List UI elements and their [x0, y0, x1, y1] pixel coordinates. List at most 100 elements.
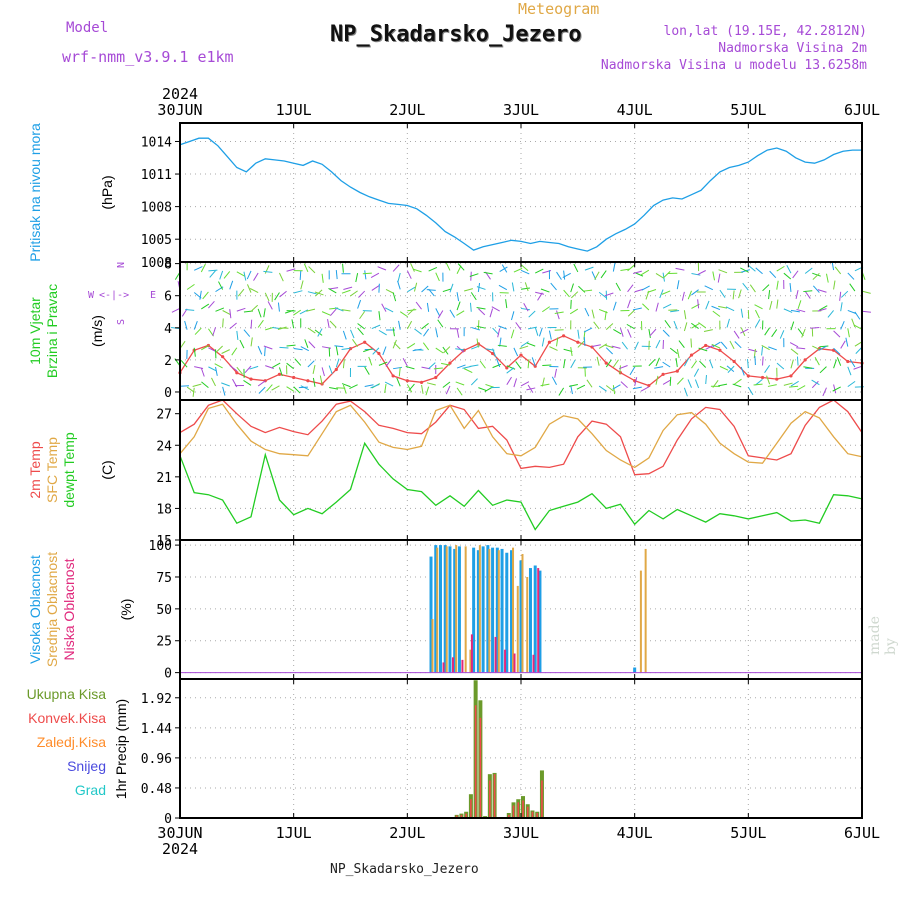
- wind-arrow: [786, 264, 792, 274]
- wind-arrow: [797, 385, 806, 391]
- wind-arrow: [705, 300, 710, 310]
- wind-speed-point: [221, 355, 225, 359]
- wind-arrow: [437, 310, 444, 319]
- wind-arrow: [840, 340, 846, 349]
- wind-arrow: [691, 289, 699, 296]
- wind-arrow: [845, 337, 849, 347]
- wind-speed-point: [334, 367, 338, 372]
- wind-arrow: [392, 339, 397, 349]
- y-tick-label: 0.96: [141, 752, 172, 767]
- wind-speed-point: [775, 377, 779, 381]
- wind-arrow: [783, 308, 793, 313]
- cloud-bar: [504, 649, 507, 673]
- wind-arrow: [471, 326, 481, 331]
- wind-arrow: [847, 272, 855, 280]
- altitude-label: Nadmorska Visina 2m: [718, 41, 867, 56]
- wind-arrow: [257, 345, 263, 355]
- wind-arrow: [426, 302, 430, 312]
- wind-arrow: [266, 384, 273, 392]
- wind-arrow: [442, 288, 452, 293]
- wind-arrow: [577, 329, 580, 339]
- wind-arrow: [853, 365, 863, 370]
- wind-arrow: [329, 287, 339, 290]
- wind-arrow: [814, 357, 820, 366]
- wind-speed-point: [377, 351, 381, 356]
- wind-speed-point: [846, 359, 850, 364]
- temp-line-0: [179, 399, 863, 476]
- wind-arrow: [397, 280, 401, 290]
- cloud-bar: [500, 548, 504, 673]
- wind-speed-point: [419, 380, 424, 384]
- wind-arrow: [186, 386, 195, 393]
- wind-arrow: [790, 309, 800, 313]
- wind-arrow: [243, 380, 252, 386]
- y-tick-label: 15: [156, 534, 172, 549]
- wind-arrow: [392, 327, 395, 337]
- wind-arrow: [659, 289, 664, 299]
- wind-arrow: [272, 362, 281, 368]
- wind-arrow: [600, 270, 607, 279]
- y-tick-label: 4: [164, 322, 172, 337]
- cloud-bar: [512, 547, 515, 673]
- wind-arrow: [249, 365, 259, 370]
- wind-arrow: [321, 311, 331, 316]
- wind-arrow: [669, 347, 678, 355]
- cloud-bar: [505, 552, 509, 673]
- wind-arrow: [748, 265, 756, 272]
- wind-arrow: [341, 383, 351, 388]
- wind-arrow: [200, 263, 206, 273]
- y-tick-label: 0: [164, 667, 172, 682]
- wind-arrow: [678, 340, 685, 349]
- wind-arrow: [286, 362, 294, 370]
- wind-arrow: [476, 338, 479, 348]
- wind-arrow: [515, 361, 522, 370]
- wind-arrow: [329, 320, 337, 328]
- model-altitude-label: Nadmorska Visina u modelu 13.6258m: [600, 58, 867, 73]
- wind-arrow: [314, 291, 324, 296]
- wind-arrow: [632, 307, 642, 311]
- y-axis-label: Pritisak na nivou mora: [27, 123, 43, 262]
- wind-arrow: [307, 291, 317, 295]
- x-tick-label-top: 3JUL: [503, 101, 539, 119]
- y-tick-label: 1.92: [141, 692, 172, 707]
- wind-arrow: [853, 324, 863, 330]
- wind-arrow: [705, 374, 707, 385]
- wind-arrow: [613, 328, 622, 335]
- data-layer: [171, 137, 871, 818]
- precip-bar: [489, 780, 491, 818]
- wind-arrow: [398, 320, 401, 330]
- wind-arrow: [675, 267, 685, 271]
- wind-arrow: [221, 382, 230, 387]
- wind-arrow: [304, 339, 309, 349]
- precip-legend-label: Ukupna Kisa: [27, 686, 107, 702]
- wind-arrow: [257, 319, 264, 328]
- wind-arrow: [513, 347, 519, 357]
- wind-speed-point: [235, 371, 239, 375]
- wind-arrow: [246, 284, 252, 293]
- wind-arrow: [456, 265, 462, 274]
- y-axis-label: (hPa): [99, 175, 115, 209]
- wind-arrow: [223, 271, 231, 279]
- wind-arrow: [705, 344, 714, 350]
- y-tick-label: 75: [156, 571, 172, 586]
- wind-arrow: [392, 264, 400, 272]
- wind-arrow: [615, 282, 621, 292]
- wind-arrow: [378, 361, 388, 366]
- wind-arrow: [221, 349, 230, 354]
- wind-arrow: [655, 375, 659, 385]
- wind-arrow: [569, 308, 579, 315]
- wind-arrow: [827, 310, 834, 318]
- wind-arrow: [355, 273, 359, 283]
- wind-arrow: [265, 365, 274, 370]
- compass-east: E: [150, 290, 156, 301]
- wind-arrow: [385, 359, 392, 367]
- wind-arrow: [222, 318, 224, 328]
- wind-arrow: [258, 386, 266, 394]
- wind-arrow: [279, 272, 284, 282]
- year-label-bottom: 2024: [162, 840, 198, 858]
- wind-arrow: [641, 285, 650, 291]
- wind-arrow: [329, 386, 339, 390]
- model-name: wrf-nmm_v3.9.1 e1km: [62, 48, 234, 66]
- wind-arrow: [335, 346, 339, 356]
- cloud-bar: [438, 545, 442, 673]
